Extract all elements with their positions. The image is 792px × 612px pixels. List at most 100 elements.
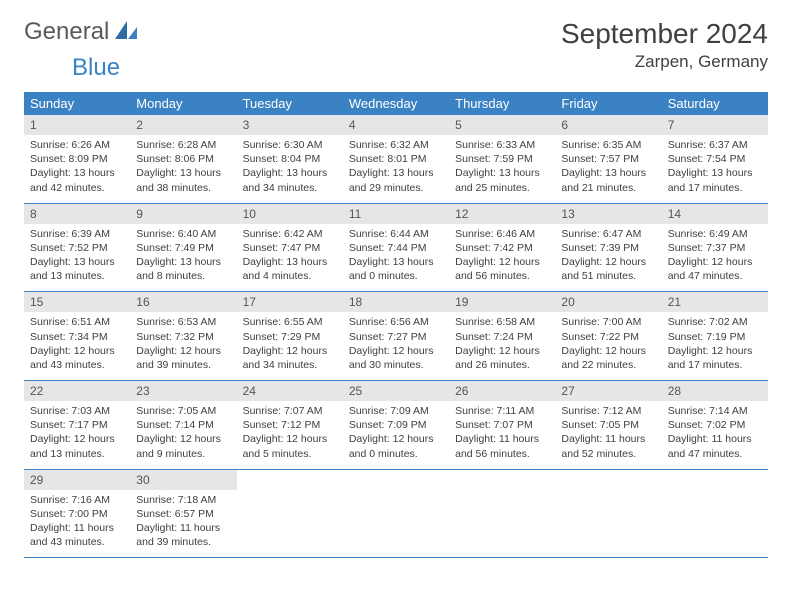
daylight-text-2: and 22 minutes. (561, 358, 655, 372)
day-cell: 25Sunrise: 7:09 AMSunset: 7:09 PMDayligh… (343, 381, 449, 470)
day-cell: 27Sunrise: 7:12 AMSunset: 7:05 PMDayligh… (555, 381, 661, 470)
sunset-text: Sunset: 7:54 PM (668, 152, 762, 166)
day-content: Sunrise: 7:12 AMSunset: 7:05 PMDaylight:… (555, 401, 661, 469)
daylight-text-1: Daylight: 12 hours (136, 432, 230, 446)
day-content: Sunrise: 6:55 AMSunset: 7:29 PMDaylight:… (237, 312, 343, 380)
day-number: 16 (130, 292, 236, 312)
week-row: 1Sunrise: 6:26 AMSunset: 8:09 PMDaylight… (24, 115, 768, 203)
day-cell: 5Sunrise: 6:33 AMSunset: 7:59 PMDaylight… (449, 115, 555, 203)
daylight-text-1: Daylight: 12 hours (349, 432, 443, 446)
day-content: Sunrise: 6:30 AMSunset: 8:04 PMDaylight:… (237, 135, 343, 203)
daylight-text-2: and 42 minutes. (30, 181, 124, 195)
day-content: Sunrise: 6:51 AMSunset: 7:34 PMDaylight:… (24, 312, 130, 380)
weekday-header: Friday (555, 92, 661, 115)
daylight-text-1: Daylight: 12 hours (30, 432, 124, 446)
day-cell: 17Sunrise: 6:55 AMSunset: 7:29 PMDayligh… (237, 292, 343, 381)
day-number: 19 (449, 292, 555, 312)
daylight-text-1: Daylight: 11 hours (455, 432, 549, 446)
day-content: Sunrise: 6:37 AMSunset: 7:54 PMDaylight:… (662, 135, 768, 203)
daylight-text-2: and 0 minutes. (349, 269, 443, 283)
daylight-text-1: Daylight: 11 hours (561, 432, 655, 446)
day-cell: 12Sunrise: 6:46 AMSunset: 7:42 PMDayligh… (449, 203, 555, 292)
daylight-text-2: and 34 minutes. (243, 358, 337, 372)
sunset-text: Sunset: 7:27 PM (349, 330, 443, 344)
sunrise-text: Sunrise: 7:05 AM (136, 404, 230, 418)
sunrise-text: Sunrise: 7:16 AM (30, 493, 124, 507)
daylight-text-1: Daylight: 12 hours (668, 344, 762, 358)
day-content: Sunrise: 7:14 AMSunset: 7:02 PMDaylight:… (662, 401, 768, 469)
daylight-text-2: and 13 minutes. (30, 447, 124, 461)
day-content: Sunrise: 6:58 AMSunset: 7:24 PMDaylight:… (449, 312, 555, 380)
daylight-text-1: Daylight: 11 hours (30, 521, 124, 535)
day-content: Sunrise: 6:33 AMSunset: 7:59 PMDaylight:… (449, 135, 555, 203)
sunset-text: Sunset: 7:44 PM (349, 241, 443, 255)
daylight-text-1: Daylight: 12 hours (455, 344, 549, 358)
day-number: 15 (24, 292, 130, 312)
sunset-text: Sunset: 7:02 PM (668, 418, 762, 432)
empty-cell (555, 469, 661, 558)
day-cell: 6Sunrise: 6:35 AMSunset: 7:57 PMDaylight… (555, 115, 661, 203)
daylight-text-2: and 43 minutes. (30, 535, 124, 549)
sunrise-text: Sunrise: 6:26 AM (30, 138, 124, 152)
sunset-text: Sunset: 7:22 PM (561, 330, 655, 344)
day-number: 23 (130, 381, 236, 401)
sunrise-text: Sunrise: 6:47 AM (561, 227, 655, 241)
daylight-text-1: Daylight: 12 hours (668, 255, 762, 269)
sunrise-text: Sunrise: 6:51 AM (30, 315, 124, 329)
day-number: 3 (237, 115, 343, 135)
daylight-text-1: Daylight: 12 hours (243, 344, 337, 358)
weekday-header: Saturday (662, 92, 768, 115)
sunrise-text: Sunrise: 6:35 AM (561, 138, 655, 152)
daylight-text-1: Daylight: 12 hours (455, 255, 549, 269)
day-number: 11 (343, 204, 449, 224)
sunset-text: Sunset: 7:09 PM (349, 418, 443, 432)
brand-logo: General (24, 18, 141, 46)
week-row: 22Sunrise: 7:03 AMSunset: 7:17 PMDayligh… (24, 381, 768, 470)
day-cell: 4Sunrise: 6:32 AMSunset: 8:01 PMDaylight… (343, 115, 449, 203)
day-content: Sunrise: 7:03 AMSunset: 7:17 PMDaylight:… (24, 401, 130, 469)
sunset-text: Sunset: 8:09 PM (30, 152, 124, 166)
day-content: Sunrise: 6:47 AMSunset: 7:39 PMDaylight:… (555, 224, 661, 292)
daylight-text-1: Daylight: 12 hours (136, 344, 230, 358)
day-content: Sunrise: 6:28 AMSunset: 8:06 PMDaylight:… (130, 135, 236, 203)
weekday-header: Tuesday (237, 92, 343, 115)
sunrise-text: Sunrise: 7:09 AM (349, 404, 443, 418)
sunset-text: Sunset: 7:42 PM (455, 241, 549, 255)
daylight-text-2: and 17 minutes. (668, 181, 762, 195)
sunrise-text: Sunrise: 6:39 AM (30, 227, 124, 241)
day-cell: 7Sunrise: 6:37 AMSunset: 7:54 PMDaylight… (662, 115, 768, 203)
daylight-text-1: Daylight: 13 hours (455, 166, 549, 180)
sunset-text: Sunset: 7:24 PM (455, 330, 549, 344)
sunset-text: Sunset: 7:47 PM (243, 241, 337, 255)
day-cell: 2Sunrise: 6:28 AMSunset: 8:06 PMDaylight… (130, 115, 236, 203)
sunset-text: Sunset: 7:12 PM (243, 418, 337, 432)
daylight-text-1: Daylight: 13 hours (136, 166, 230, 180)
sunrise-text: Sunrise: 6:37 AM (668, 138, 762, 152)
daylight-text-2: and 43 minutes. (30, 358, 124, 372)
empty-cell (449, 469, 555, 558)
day-content: Sunrise: 6:53 AMSunset: 7:32 PMDaylight:… (130, 312, 236, 380)
day-cell: 28Sunrise: 7:14 AMSunset: 7:02 PMDayligh… (662, 381, 768, 470)
daylight-text-2: and 0 minutes. (349, 447, 443, 461)
day-content: Sunrise: 6:56 AMSunset: 7:27 PMDaylight:… (343, 312, 449, 380)
sunset-text: Sunset: 7:52 PM (30, 241, 124, 255)
day-content: Sunrise: 7:16 AMSunset: 7:00 PMDaylight:… (24, 490, 130, 558)
sunrise-text: Sunrise: 6:32 AM (349, 138, 443, 152)
daylight-text-1: Daylight: 13 hours (30, 166, 124, 180)
day-number: 14 (662, 204, 768, 224)
day-content: Sunrise: 6:35 AMSunset: 7:57 PMDaylight:… (555, 135, 661, 203)
sunrise-text: Sunrise: 6:33 AM (455, 138, 549, 152)
daylight-text-2: and 26 minutes. (455, 358, 549, 372)
sunrise-text: Sunrise: 6:53 AM (136, 315, 230, 329)
day-number: 13 (555, 204, 661, 224)
day-cell: 24Sunrise: 7:07 AMSunset: 7:12 PMDayligh… (237, 381, 343, 470)
day-content: Sunrise: 6:40 AMSunset: 7:49 PMDaylight:… (130, 224, 236, 292)
sunset-text: Sunset: 8:04 PM (243, 152, 337, 166)
day-number: 27 (555, 381, 661, 401)
daylight-text-2: and 39 minutes. (136, 535, 230, 549)
day-cell: 9Sunrise: 6:40 AMSunset: 7:49 PMDaylight… (130, 203, 236, 292)
day-content: Sunrise: 7:07 AMSunset: 7:12 PMDaylight:… (237, 401, 343, 469)
daylight-text-1: Daylight: 13 hours (136, 255, 230, 269)
day-cell: 13Sunrise: 6:47 AMSunset: 7:39 PMDayligh… (555, 203, 661, 292)
daylight-text-1: Daylight: 12 hours (561, 255, 655, 269)
